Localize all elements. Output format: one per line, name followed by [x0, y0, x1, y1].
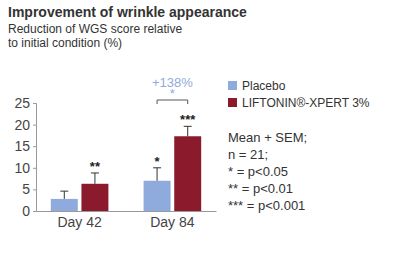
y-tick-label: 0 [22, 203, 30, 219]
y-tick-mark [33, 146, 36, 147]
y-tick-label: 5 [22, 181, 30, 197]
y-tick: 0 [22, 203, 36, 219]
x-tick-label: Day 42 [57, 214, 102, 230]
significance-label: *** [180, 112, 196, 127]
error-bar [153, 168, 161, 181]
legend: Placebo LIFTONIN®-XPERT 3% [228, 79, 370, 110]
bars [51, 126, 201, 211]
bar [144, 181, 171, 211]
error-bar-stem [64, 191, 65, 199]
x-tick: Day 84 [150, 214, 195, 230]
x-tick: Day 42 [57, 214, 102, 230]
legend-swatch [228, 98, 237, 107]
note: * = p<0.05 [228, 164, 288, 179]
comparison-text: +138% [152, 75, 193, 90]
y-tick: 15 [14, 138, 36, 154]
subtitle: Reduction of WGS score relative [8, 22, 182, 36]
y-tick: 10 [14, 160, 36, 176]
labels: ****** [90, 112, 196, 174]
error-bar-stem [157, 168, 158, 181]
error-bar-stem [187, 126, 188, 136]
y-tick-label: 25 [14, 95, 30, 111]
error-bar [91, 173, 99, 184]
note: ** = p<0.01 [228, 181, 293, 196]
legend-item: LIFTONIN®-XPERT 3% [228, 96, 370, 110]
chart: Improvement of wrinkle appearance Reducti… [0, 0, 400, 262]
title: Improvement of wrinkle appearance [8, 4, 247, 20]
legend-label: LIFTONIN®-XPERT 3% [242, 96, 370, 110]
y-axis-line [33, 104, 37, 212]
bar [174, 136, 201, 211]
legend-label: Placebo [242, 79, 286, 93]
note: Mean + SEM; [228, 130, 307, 145]
error-bar-stem [94, 173, 95, 184]
legend-item: Placebo [228, 79, 286, 93]
error-bar [60, 191, 68, 199]
y-tick: 20 [14, 117, 36, 133]
note: n = 21; [228, 147, 268, 162]
subtitle: to initial condition (%) [8, 36, 122, 50]
y-tick-label: 15 [14, 138, 30, 154]
y-tick: 5 [22, 181, 36, 197]
y-tick-label: 10 [14, 160, 30, 176]
significance-label: ** [90, 159, 101, 174]
error-bar-cap [60, 191, 68, 192]
x-axis: Day 42 Day 84 [37, 212, 217, 230]
note: *** = p<0.001 [228, 198, 305, 213]
y-tick-mark [33, 103, 36, 104]
y-tick: 25 [14, 95, 36, 111]
y-tick-mark [33, 189, 36, 190]
y-tick-mark [33, 211, 36, 212]
x-tick-label: Day 84 [150, 214, 195, 230]
bar [51, 199, 78, 211]
bar [81, 184, 108, 211]
significance-label: * [155, 154, 161, 169]
y-tick-label: 20 [14, 117, 30, 133]
legend-swatch [228, 81, 237, 90]
x-axis-line [37, 211, 217, 212]
y-tick-mark [33, 168, 36, 169]
y-axis: 0 5 10 15 20 25 [14, 95, 36, 219]
y-tick-mark [33, 125, 36, 126]
error-bar [184, 126, 192, 136]
